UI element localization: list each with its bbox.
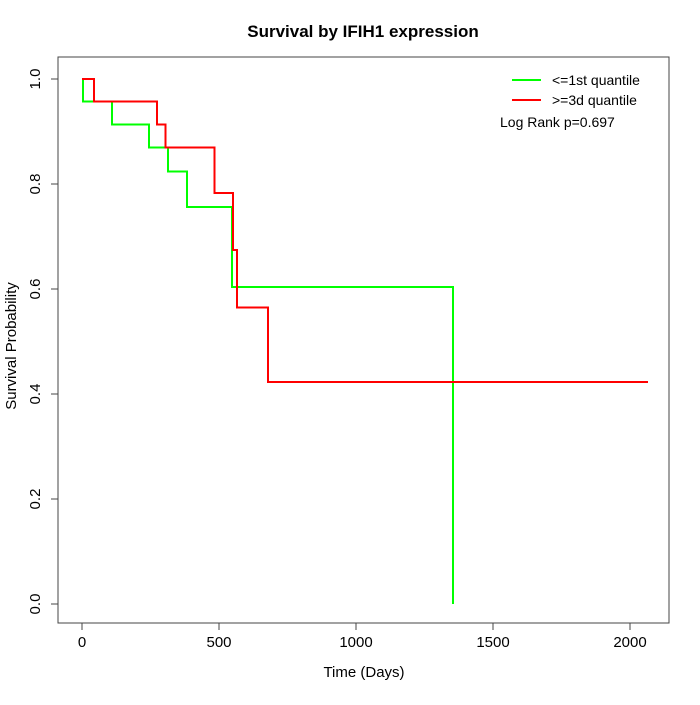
log-rank-annotation: Log Rank p=0.697: [500, 114, 615, 130]
y-tick-label: 1.0: [27, 69, 44, 90]
legend-label-third-quantile: >=3d quantile: [552, 92, 637, 108]
y-tick-label: 0.4: [27, 384, 44, 405]
chart-title: Survival by IFIH1 expression: [247, 22, 478, 41]
y-axis-ticks: 0.0 0.2 0.4 0.6 0.8 1.0: [27, 69, 58, 615]
x-tick-label: 2000: [613, 634, 646, 651]
y-axis-label: Survival Probability: [3, 282, 20, 410]
y-tick-label: 0.2: [27, 489, 44, 510]
y-tick-label: 0.6: [27, 279, 44, 300]
survival-curve-red: [82, 78, 649, 383]
x-axis-ticks: 0 500 1000 1500 2000: [78, 623, 647, 651]
x-tick-label: 0: [78, 634, 86, 651]
y-tick-label: 0.8: [27, 174, 44, 195]
x-axis-label: Time (Days): [323, 664, 404, 681]
legend: <=1st quantile >=3d quantile Log Rank p=…: [500, 72, 640, 130]
x-tick-label: 500: [206, 634, 231, 651]
x-tick-label: 1500: [476, 634, 509, 651]
plot-box: [57, 56, 670, 624]
y-tick-label: 0.0: [27, 594, 44, 615]
x-tick-label: 1000: [339, 634, 372, 651]
survival-curves: [82, 78, 649, 604]
legend-label-first-quantile: <=1st quantile: [552, 72, 640, 88]
